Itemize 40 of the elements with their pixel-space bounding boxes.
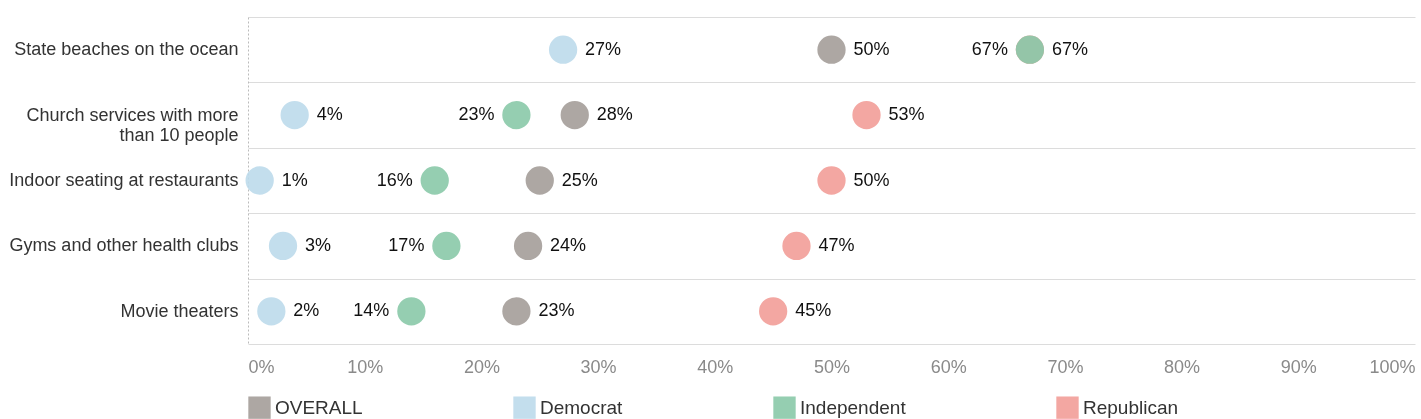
data-label: 23%: [538, 300, 575, 321]
data-label: 47%: [818, 234, 855, 255]
data-label: 1%: [281, 169, 308, 190]
x-tick-label: 30%: [580, 356, 617, 377]
data-label: 3%: [305, 234, 332, 255]
y-tick-label: Indoor seating at restaurants: [9, 170, 239, 190]
legend-label: Republican: [1083, 396, 1179, 418]
x-tick-label: 100%: [1369, 356, 1416, 377]
x-tick-label: 50%: [813, 356, 851, 377]
y-tick-label: Movie theaters: [120, 300, 239, 321]
legend-label: Independent: [800, 396, 907, 418]
x-tick-label: 80%: [1164, 356, 1201, 377]
data-label: 25%: [561, 169, 598, 190]
data-label: 45%: [795, 300, 832, 321]
data-label: 14%: [353, 300, 390, 321]
data-label: 17%: [388, 234, 425, 255]
data-label: 4%: [316, 104, 343, 125]
x-tick-label: 10%: [347, 356, 384, 377]
data-label: 28%: [596, 104, 633, 125]
data-label: 16%: [376, 169, 413, 190]
data-label: 50%: [853, 38, 890, 59]
legend-label: Democrat: [540, 396, 624, 418]
y-tick-label: State beaches on the ocean: [14, 39, 239, 60]
data-label: 67%: [1051, 38, 1088, 59]
x-tick-label: 40%: [697, 356, 734, 377]
data-label: 2%: [293, 300, 320, 321]
data-label: 50%: [853, 169, 890, 190]
data-label: 24%: [550, 234, 587, 255]
x-tick-label: 90%: [1280, 356, 1317, 377]
x-tick-label: 20%: [463, 356, 500, 377]
x-tick-label: 60%: [930, 356, 967, 377]
legend-label: OVERALL: [275, 396, 363, 418]
data-label: 67%: [971, 38, 1008, 59]
x-tick-label: 0%: [248, 356, 275, 377]
x-tick-label: 70%: [1047, 356, 1084, 377]
data-label: 53%: [888, 104, 925, 125]
data-label: 23%: [458, 104, 495, 125]
y-tick-label: Gyms and other health clubs: [9, 235, 239, 256]
data-label: 27%: [585, 38, 622, 59]
y-tick-label: Church services with more than 10 people: [26, 104, 239, 145]
